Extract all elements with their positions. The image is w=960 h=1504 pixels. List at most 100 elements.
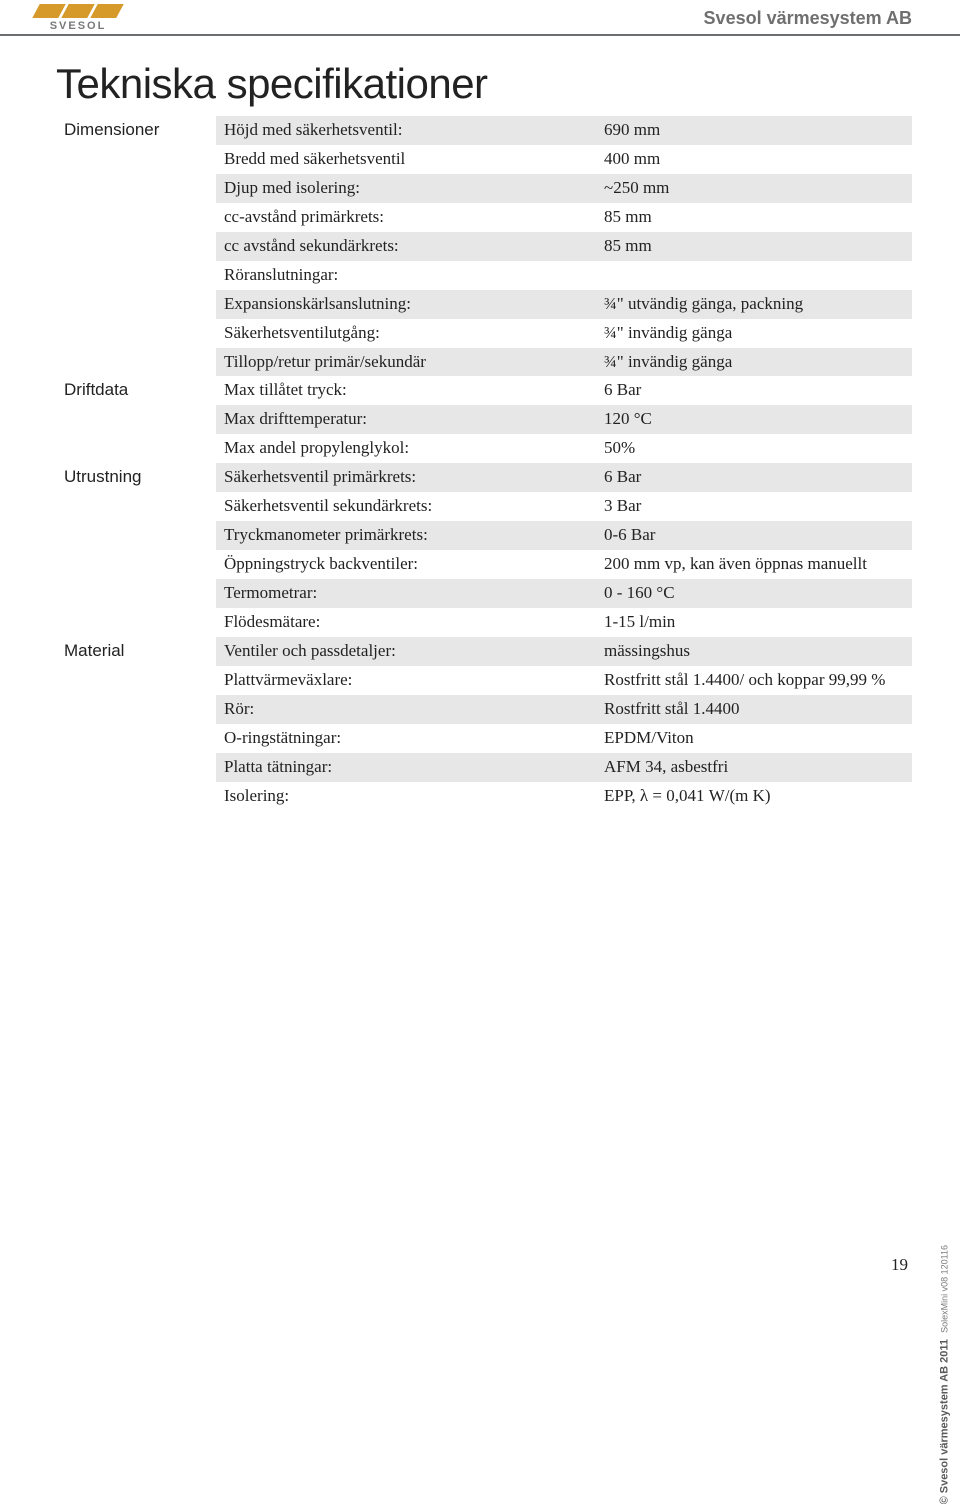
spec-label: Ventiler och passdetaljer: — [216, 637, 596, 666]
table-row: Säkerhetsventilutgång:¾" invändig gänga — [56, 319, 912, 348]
spec-label: O-ringstätningar: — [216, 724, 596, 753]
spec-label: Tillopp/retur primär/sekundär — [216, 348, 596, 377]
table-row: MaterialVentiler och passdetaljer:mässin… — [56, 637, 912, 666]
section-cell — [56, 261, 216, 290]
spec-label: Isolering: — [216, 782, 596, 811]
table-row: DimensionerHöjd med säkerhetsventil:690 … — [56, 116, 912, 145]
spec-value: 6 Bar — [596, 376, 912, 405]
spec-value: 6 Bar — [596, 463, 912, 492]
table-row: Rör:Rostfritt stål 1.4400 — [56, 695, 912, 724]
page-title: Tekniska specifikationer — [56, 60, 912, 108]
table-row: Flödesmätare:1-15 l/min — [56, 608, 912, 637]
spec-value: AFM 34, asbestfri — [596, 753, 912, 782]
spec-table: DimensionerHöjd med säkerhetsventil:690 … — [56, 116, 912, 811]
section-cell — [56, 695, 216, 724]
table-row: cc avstånd sekundärkrets:85 mm — [56, 232, 912, 261]
section-cell — [56, 724, 216, 753]
spec-value: EPDM/Viton — [596, 724, 912, 753]
spec-value: Rostfritt stål 1.4400/ och koppar 99,99 … — [596, 666, 912, 695]
spec-label: Bredd med säkerhetsventil — [216, 145, 596, 174]
spec-value: 85 mm — [596, 203, 912, 232]
logo-text: SVESOL — [50, 20, 107, 32]
spec-label: Höjd med säkerhetsventil: — [216, 116, 596, 145]
spec-label: cc avstånd sekundärkrets: — [216, 232, 596, 261]
section-cell — [56, 145, 216, 174]
page-number: 19 — [891, 1255, 908, 1275]
spec-value: 85 mm — [596, 232, 912, 261]
logo-icon — [36, 4, 120, 18]
table-row: UtrustningSäkerhetsventil primärkrets:6 … — [56, 463, 912, 492]
spec-value: 50% — [596, 434, 912, 463]
spec-value: ~250 mm — [596, 174, 912, 203]
table-row: Expansionskärlsanslutning:¾" utvändig gä… — [56, 290, 912, 319]
section-cell — [56, 608, 216, 637]
table-row: Öppningstryck backventiler:200 mm vp, ka… — [56, 550, 912, 579]
section-cell: Driftdata — [56, 376, 216, 405]
section-cell: Dimensioner — [56, 116, 216, 145]
section-cell — [56, 666, 216, 695]
spec-label: Öppningstryck backventiler: — [216, 550, 596, 579]
spec-label: cc-avstånd primärkrets: — [216, 203, 596, 232]
spec-value: 1-15 l/min — [596, 608, 912, 637]
table-row: Platta tätningar:AFM 34, asbestfri — [56, 753, 912, 782]
spec-label: Termometrar: — [216, 579, 596, 608]
spec-value: 400 mm — [596, 145, 912, 174]
section-cell — [56, 492, 216, 521]
section-cell — [56, 174, 216, 203]
table-row: Röranslutningar: — [56, 261, 912, 290]
section-cell — [56, 290, 216, 319]
credit-main: © Svesol värmesystem AB 2011 — [938, 1339, 950, 1504]
section-cell — [56, 319, 216, 348]
table-row: cc-avstånd primärkrets:85 mm — [56, 203, 912, 232]
table-row: Termometrar:0 - 160 °C — [56, 579, 912, 608]
spec-value: mässingshus — [596, 637, 912, 666]
spec-value: 120 °C — [596, 405, 912, 434]
section-cell — [56, 550, 216, 579]
company-name: Svesol värmesystem AB — [704, 8, 912, 29]
section-cell — [56, 753, 216, 782]
spec-value: 0 - 160 °C — [596, 579, 912, 608]
spec-value — [596, 261, 912, 290]
table-row: Säkerhetsventil sekundärkrets:3 Bar — [56, 492, 912, 521]
table-row: Plattvärmeväxlare:Rostfritt stål 1.4400/… — [56, 666, 912, 695]
table-row: Bredd med säkerhetsventil400 mm — [56, 145, 912, 174]
spec-label: Rör: — [216, 695, 596, 724]
spec-label: Röranslutningar: — [216, 261, 596, 290]
table-row: Max drifttemperatur:120 °C — [56, 405, 912, 434]
table-row: Djup med isolering:~250 mm — [56, 174, 912, 203]
section-cell — [56, 232, 216, 261]
spec-label: Säkerhetsventil primärkrets: — [216, 463, 596, 492]
spec-value: 0-6 Bar — [596, 521, 912, 550]
spec-label: Expansionskärlsanslutning: — [216, 290, 596, 319]
spec-value: ¾" utvändig gänga, packning — [596, 290, 912, 319]
section-cell — [56, 405, 216, 434]
section-cell — [56, 521, 216, 550]
table-row: Tillopp/retur primär/sekundär¾" invändig… — [56, 348, 912, 377]
header-rule — [0, 34, 960, 36]
spec-label: Max andel propylenglykol: — [216, 434, 596, 463]
spec-value: 690 mm — [596, 116, 912, 145]
spec-label: Platta tätningar: — [216, 753, 596, 782]
table-row: DriftdataMax tillåtet tryck:6 Bar — [56, 376, 912, 405]
spec-value: ¾" invändig gänga — [596, 348, 912, 377]
spec-value: 3 Bar — [596, 492, 912, 521]
header: SVESOL Svesol värmesystem AB — [56, 0, 912, 48]
table-row: Isolering:EPP, λ = 0,041 W/(m K) — [56, 782, 912, 811]
spec-label: Tryckmanometer primärkrets: — [216, 521, 596, 550]
spec-value: Rostfritt stål 1.4400 — [596, 695, 912, 724]
table-row: Tryckmanometer primärkrets:0-6 Bar — [56, 521, 912, 550]
spec-value: EPP, λ = 0,041 W/(m K) — [596, 782, 912, 811]
spec-value: 200 mm vp, kan även öppnas manuellt — [596, 550, 912, 579]
spec-label: Säkerhetsventil sekundärkrets: — [216, 492, 596, 521]
section-cell — [56, 434, 216, 463]
logo: SVESOL — [36, 4, 120, 32]
side-credit: © Svesol värmesystem AB 2011 SolexMini v… — [938, 1245, 950, 1504]
spec-label: Säkerhetsventilutgång: — [216, 319, 596, 348]
section-cell: Utrustning — [56, 463, 216, 492]
table-row: Max andel propylenglykol:50% — [56, 434, 912, 463]
section-cell — [56, 203, 216, 232]
spec-label: Plattvärmeväxlare: — [216, 666, 596, 695]
spec-label: Djup med isolering: — [216, 174, 596, 203]
credit-suffix: SolexMini v08 120116 — [939, 1245, 949, 1333]
section-cell: Material — [56, 637, 216, 666]
